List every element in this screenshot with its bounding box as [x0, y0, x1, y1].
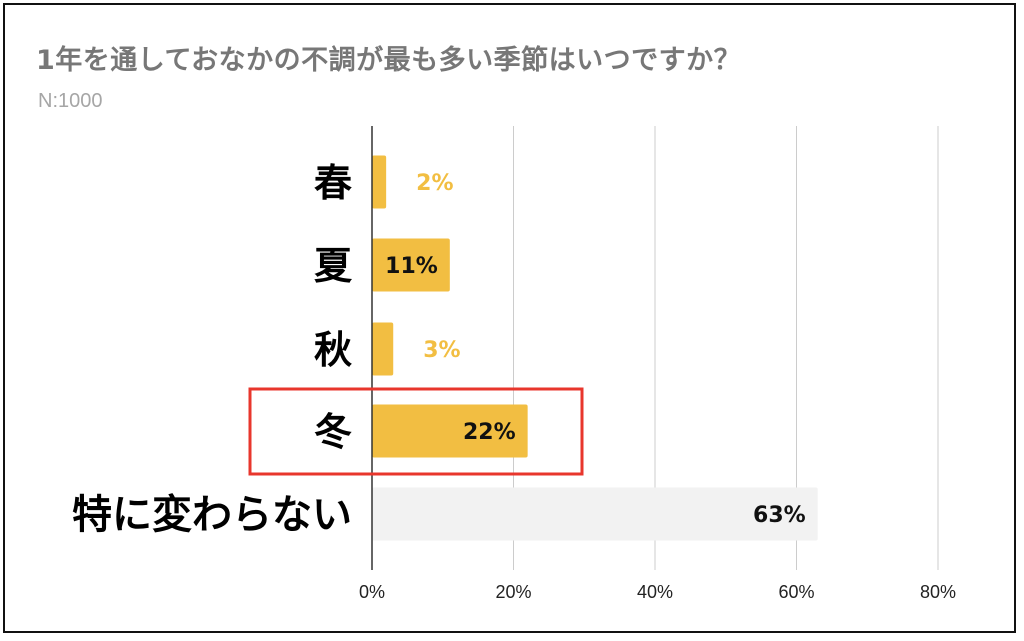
x-tick-label: 0%	[359, 582, 385, 602]
category-label: 冬	[314, 410, 352, 454]
bar	[372, 487, 818, 541]
value-label: 2%	[416, 171, 453, 196]
category-label: 夏	[314, 244, 353, 288]
value-label: 22%	[463, 420, 516, 445]
value-label: 63%	[753, 503, 806, 528]
category-label: 特に変わらない	[72, 492, 352, 538]
x-tick-label: 80%	[920, 582, 956, 602]
value-label: 11%	[385, 254, 438, 279]
x-tick-label: 20%	[495, 582, 531, 602]
category-label: 春	[314, 161, 352, 205]
chart-subtitle: N:1000	[38, 90, 103, 112]
value-label: 3%	[423, 338, 460, 363]
bar	[372, 322, 394, 376]
x-tick-label: 60%	[778, 582, 814, 602]
chart-title: 1年を通しておなかの不調が最も多い季節はいつですか？	[36, 45, 742, 76]
x-tick-label: 40%	[637, 582, 673, 602]
bar	[372, 155, 387, 209]
highlight-box	[248, 387, 584, 476]
bar	[372, 404, 528, 458]
bar	[372, 238, 450, 292]
category-label: 秋	[314, 328, 352, 372]
